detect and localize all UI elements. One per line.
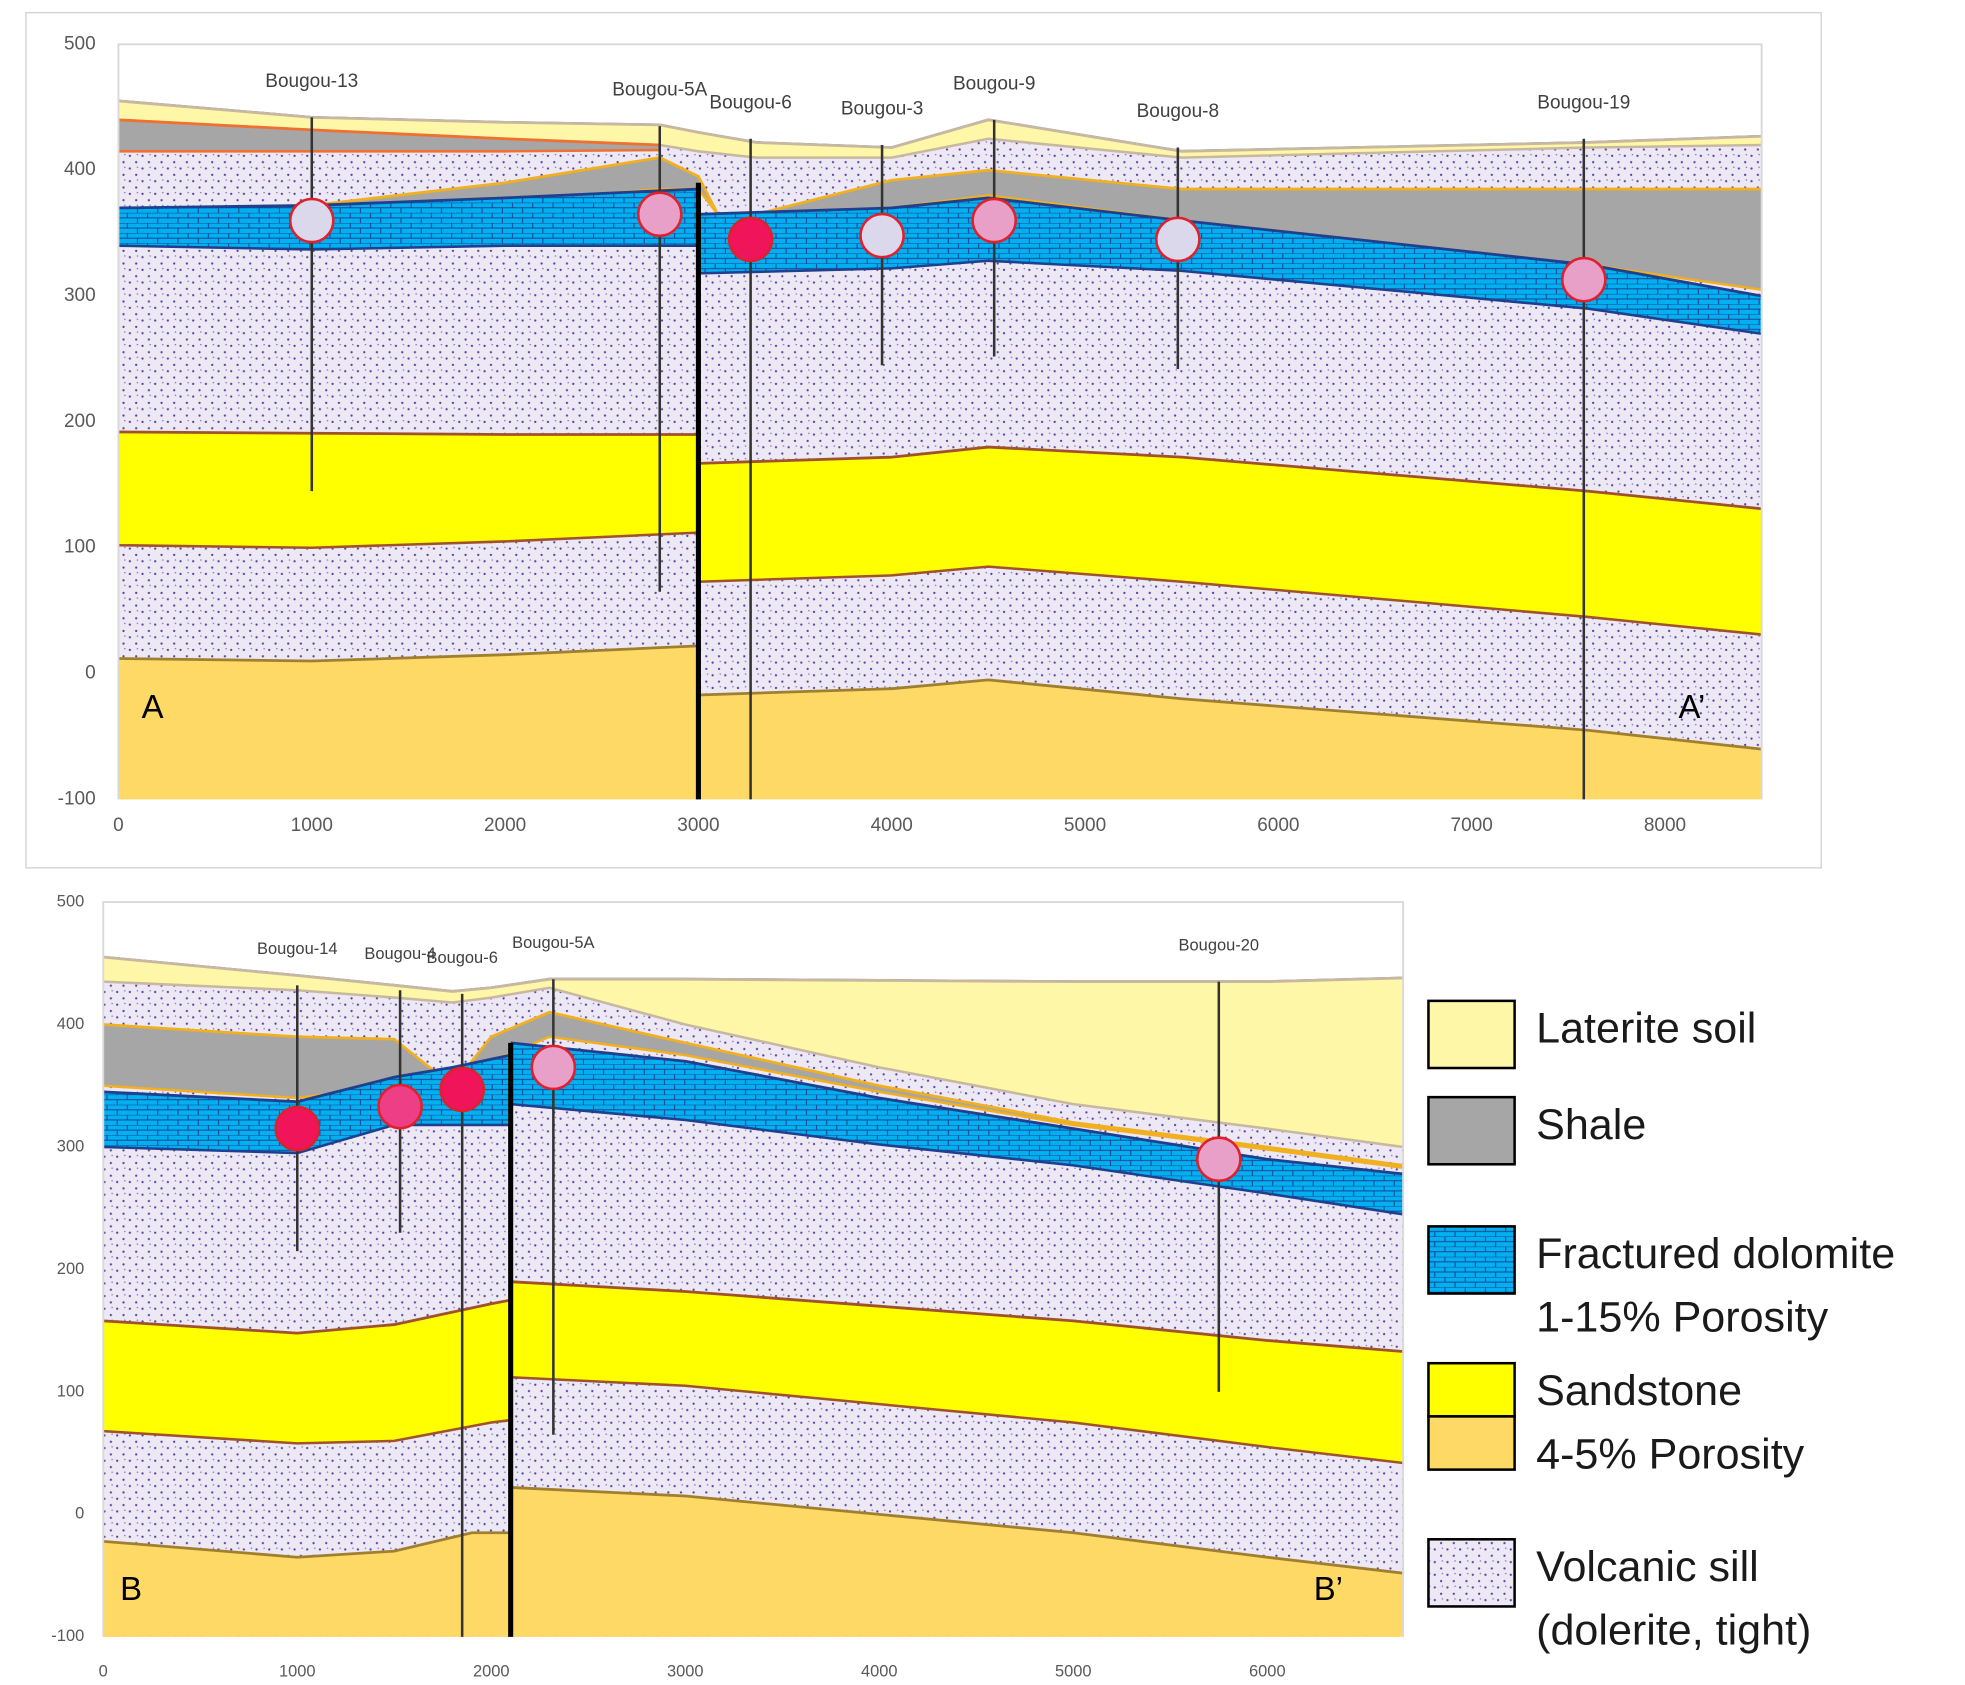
y-tick-label: 100	[57, 1382, 84, 1400]
well-marker	[638, 193, 681, 236]
x-tick-label: 5000	[1064, 815, 1106, 836]
y-tick-label: -100	[58, 788, 96, 809]
y-tick-label: 500	[64, 33, 96, 54]
layer	[118, 432, 698, 548]
well-marker	[1156, 218, 1199, 261]
section-end-label: B’	[1314, 1570, 1343, 1607]
well-label: Bougou-13	[265, 71, 358, 92]
layer	[118, 646, 698, 800]
legend-label: Shale	[1536, 1101, 1646, 1149]
legend-label: Sandstone	[1536, 1367, 1742, 1415]
well-label: Bougou-8	[1137, 101, 1219, 122]
y-tick-label: 300	[64, 285, 96, 306]
well-label: Bougou-4	[364, 945, 435, 963]
y-tick-label: 500	[57, 892, 84, 910]
well-label: Bougou-6	[426, 949, 497, 967]
legend-label: Laterite soil	[1536, 1005, 1756, 1053]
x-tick-label: 6000	[1257, 815, 1299, 836]
well-label: Bougou-20	[1179, 937, 1260, 955]
x-tick-label: 5000	[1055, 1663, 1092, 1681]
well-marker	[861, 214, 904, 257]
well-marker	[1562, 258, 1605, 301]
y-tick-label: 200	[57, 1260, 84, 1278]
legend-label: Volcanic sill	[1536, 1543, 1759, 1591]
well-marker	[290, 199, 333, 242]
x-tick-label: 2000	[484, 815, 526, 836]
well-marker	[276, 1107, 319, 1150]
x-tick-label: 4000	[861, 1663, 898, 1681]
legend-label: Fractured dolomite	[1536, 1230, 1895, 1278]
well-marker	[729, 218, 772, 261]
legend-label: 1-15% Porosity	[1536, 1294, 1828, 1342]
chart: Bougou-13Bougou-5ABougou-6Bougou-3Bougou…	[0, 0, 1965, 1685]
y-tick-label: 200	[64, 411, 96, 432]
x-tick-label: 8000	[1644, 815, 1686, 836]
x-tick-label: 1000	[291, 815, 333, 836]
legend-swatch	[1428, 1001, 1514, 1068]
well-label: Bougou-9	[953, 73, 1035, 94]
layer-bottom	[118, 150, 659, 151]
y-tick-label: 0	[75, 1505, 84, 1523]
well-marker	[379, 1085, 422, 1128]
x-tick-label: 4000	[871, 815, 913, 836]
y-tick-label: 0	[85, 663, 96, 684]
x-tick-label: 0	[99, 1663, 108, 1681]
section-end-label: A	[142, 688, 164, 725]
x-tick-label: 0	[113, 815, 124, 836]
x-tick-label: 3000	[677, 815, 719, 836]
well-label: Bougou-14	[257, 940, 338, 958]
legend-label: 4-5% Porosity	[1536, 1430, 1805, 1478]
legend-swatch	[1428, 1539, 1514, 1606]
well-label: Bougou-3	[841, 99, 923, 120]
well-marker	[1197, 1138, 1240, 1181]
legend-swatch	[1428, 1416, 1514, 1469]
legend-swatch	[1428, 1363, 1514, 1416]
x-tick-label: 2000	[473, 1663, 510, 1681]
well-label: Bougou-5A	[612, 80, 707, 101]
y-tick-label: 400	[57, 1015, 84, 1033]
y-tick-label: -100	[51, 1627, 84, 1645]
well-marker	[441, 1068, 484, 1111]
x-tick-label: 3000	[667, 1663, 704, 1681]
y-tick-label: 400	[64, 159, 96, 180]
section-end-label: A’	[1679, 688, 1706, 725]
well-marker	[973, 199, 1016, 242]
well-label: Bougou-6	[709, 92, 791, 113]
x-tick-label: 7000	[1451, 815, 1493, 836]
well-marker	[532, 1046, 575, 1089]
y-tick-label: 300	[57, 1137, 84, 1155]
legend-swatch	[1428, 1097, 1514, 1164]
legend-label: (dolerite, tight)	[1536, 1606, 1811, 1654]
x-tick-label: 6000	[1249, 1663, 1286, 1681]
well-label: Bougou-19	[1537, 92, 1630, 113]
legend-swatch	[1428, 1226, 1514, 1293]
x-tick-label: 1000	[279, 1663, 316, 1681]
page: Bougou-13Bougou-5ABougou-6Bougou-3Bougou…	[0, 0, 1965, 1685]
section-end-label: B	[120, 1570, 142, 1607]
y-tick-label: 100	[64, 537, 96, 558]
well-label: Bougou-5A	[512, 934, 594, 952]
